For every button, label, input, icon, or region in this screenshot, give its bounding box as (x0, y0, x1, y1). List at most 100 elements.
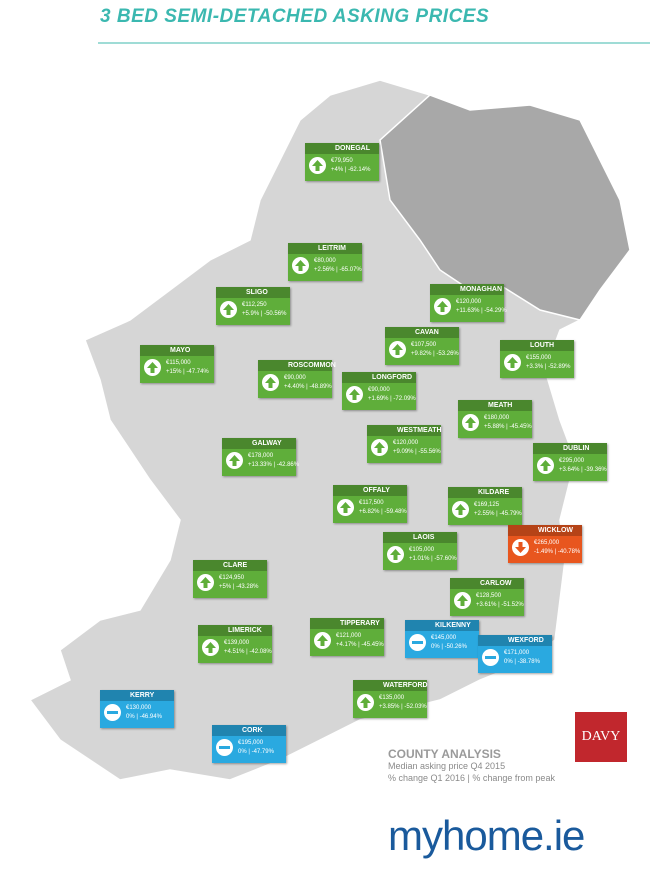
county-card: ROSCOMMON €90,000 +4.40% | -48.89% (258, 360, 336, 398)
trend-arrow (392, 344, 403, 355)
trend-arrow (485, 656, 496, 659)
site-logo: myhome.ie (388, 812, 585, 859)
county-name: SLIGO (216, 287, 290, 298)
county-price: €135,000 (379, 695, 405, 701)
county-change: +5.88% | -45.45% (484, 424, 532, 430)
county-change: +2.55% | -45.79% (474, 511, 522, 517)
trend-icon (537, 457, 554, 474)
county-name: KILDARE (448, 487, 522, 498)
trend-arrow (360, 697, 371, 708)
county-name: CLARE (193, 560, 267, 571)
county-card: MEATH €180,000 +5.88% | -45.45% (458, 400, 532, 438)
trend-arrow (455, 504, 466, 515)
county-change: +4% | -62.14% (331, 167, 371, 173)
county-price: €145,000 (431, 635, 457, 641)
title: 3 BED SEMI-DETACHED ASKING PRICES (100, 6, 490, 27)
trend-icon (346, 386, 363, 403)
trend-arrow (200, 577, 211, 588)
county-price: €115,000 (166, 360, 191, 366)
county-price: €124,950 (219, 575, 245, 581)
trend-icon (357, 694, 374, 711)
county-price: €139,000 (224, 640, 250, 646)
county-name: DUBLIN (533, 443, 607, 454)
trend-arrow (317, 635, 328, 646)
county-card: MAYO €115,000 +15% | -47.74% (140, 345, 214, 383)
county-change: +9.82% | -53.26% (411, 351, 459, 357)
trend-arrow (219, 746, 230, 749)
county-change: +5% | -43.28% (219, 584, 259, 590)
trend-arrow (295, 260, 306, 271)
county-name: WESTMEATH (367, 425, 442, 436)
trend-icon (104, 704, 121, 721)
northern-ireland (379, 94, 631, 321)
county-price: €90,000 (284, 375, 306, 381)
davy-logo: DAVY (575, 712, 627, 762)
trend-icon (371, 439, 388, 456)
county-price: €171,000 (504, 650, 530, 656)
county-price: €178,000 (248, 453, 274, 459)
county-name: CARLOW (450, 578, 524, 589)
trend-arrow (223, 304, 234, 315)
trend-arrow (412, 641, 423, 644)
trend-arrow (312, 160, 323, 171)
county-price: €120,000 (456, 299, 482, 305)
county-price: €295,000 (559, 458, 585, 464)
trend-icon (387, 546, 404, 563)
trend-arrow (390, 549, 401, 560)
county-change: 0% | -38.78% (504, 659, 540, 665)
trend-arrow (349, 389, 360, 400)
county-price: €130,000 (126, 705, 152, 711)
county-card: LAOIS €105,000 +1.01% | -57.60% (383, 532, 457, 570)
county-name: MEATH (458, 400, 532, 411)
county-price: €121,000 (336, 633, 362, 639)
county-name: LEITRIM (288, 243, 362, 254)
county-name: ROSCOMMON (258, 360, 336, 371)
county-change: 0% | -46.94% (126, 714, 162, 720)
trend-icon (197, 574, 214, 591)
county-change: 0% | -47.79% (238, 749, 274, 755)
county-price: €105,000 (409, 547, 435, 553)
county-name: CORK (212, 725, 286, 736)
county-card: TIPPERARY €121,000 +4.17% | -45.45% (310, 618, 384, 656)
trend-arrow (437, 301, 448, 312)
county-card: MONAGHAN €120,000 +11.63% | -54.29% (430, 284, 507, 322)
legend: COUNTY ANALYSIS Median asking price Q4 2… (388, 748, 555, 784)
trend-arrow (147, 362, 158, 373)
county-change: +6.82% | -59.48% (359, 509, 407, 515)
county-price: €80,000 (314, 258, 336, 264)
trend-icon (452, 501, 469, 518)
trend-icon (262, 374, 279, 391)
trend-icon (220, 301, 237, 318)
trend-icon (202, 639, 219, 656)
county-card: LEITRIM €80,000 +2.56% | -65.07% (288, 243, 362, 281)
county-price: €155,000 (526, 355, 552, 361)
trend-icon (389, 341, 406, 358)
trend-arrow (229, 455, 240, 466)
county-price: €195,000 (238, 740, 264, 746)
county-price: €117,500 (359, 500, 384, 506)
county-name: WICKLOW (508, 525, 582, 536)
county-name: TIPPERARY (310, 618, 384, 629)
county-name: LONGFORD (342, 372, 416, 383)
county-card: LOUTH €155,000 +3.3% | -52.89% (500, 340, 574, 378)
county-card: DUBLIN €295,000 +3.64% | -39.36% (533, 443, 607, 481)
trend-icon (292, 257, 309, 274)
trend-icon (454, 592, 471, 609)
county-card: DONEGAL €79,950 +4% | -62.14% (305, 143, 379, 181)
county-card: WATERFORD €135,000 +3.85% | -52.03% (353, 680, 428, 718)
title-rule (98, 42, 650, 44)
county-name: KERRY (100, 690, 174, 701)
trend-icon (337, 499, 354, 516)
county-change: +1.69% | -72.09% (368, 396, 416, 402)
legend-line: % change Q1 2016 | % change from peak (388, 773, 555, 783)
county-card: CAVAN €107,500 +9.82% | -53.26% (385, 327, 459, 365)
county-card: LIMERICK €139,000 +4.51% | -42.08% (198, 625, 272, 663)
county-change: +3.3% | -52.89% (526, 364, 571, 370)
county-card: GALWAY €178,000 +13.33% | -42.86% (222, 438, 299, 476)
trend-arrow (507, 357, 518, 368)
county-change: +4.51% | -42.08% (224, 649, 272, 655)
county-price: €265,000 (534, 540, 560, 546)
county-change: +2.56% | -65.07% (314, 267, 362, 273)
legend-title: COUNTY ANALYSIS (388, 747, 501, 761)
